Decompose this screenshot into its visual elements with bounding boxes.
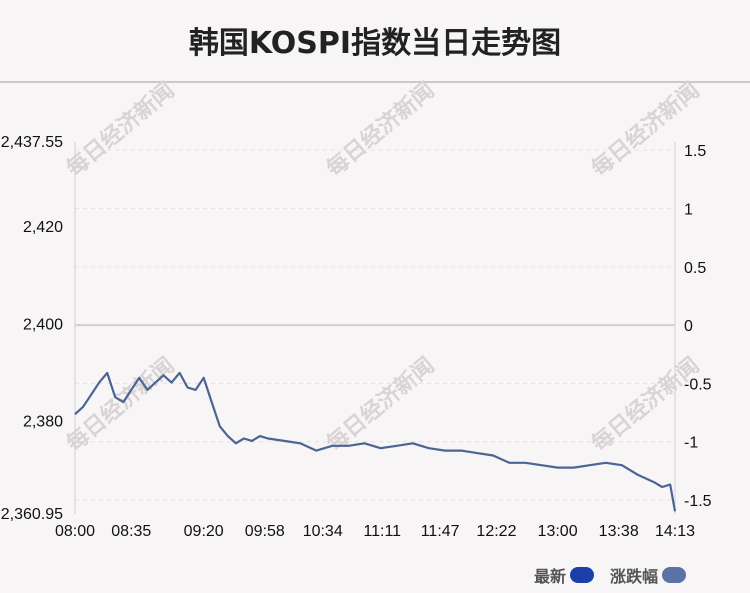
y-axis-right-ticks: -1.5 -1 -0.5 0 0.5 1 1.5 [684, 143, 712, 510]
watermark-text-2: 每日经济新闻 [587, 77, 705, 182]
x-tick-label: 09:20 [184, 523, 224, 540]
x-tick-label: 13:00 [538, 523, 578, 540]
x-axis-ticks: 08:00 08:35 09:20 09:58 10:34 11:11 11:47 12:22… [55, 523, 695, 540]
x-tick-label: 10:34 [303, 523, 343, 540]
watermark-text-1: 每日经济新闻 [322, 77, 440, 182]
title-divider [0, 81, 750, 83]
x-tick-label: 13:38 [599, 523, 639, 540]
x-tick-label: 11:47 [421, 523, 460, 540]
x-tick-label: 12:22 [476, 523, 516, 540]
axes [74, 142, 676, 514]
legend-swatch-latest [569, 567, 594, 583]
y-right-tick-label: 1.5 [684, 143, 706, 160]
y-left-tick-label: 2,380 [23, 413, 63, 430]
y-right-tick-label: -0.5 [684, 376, 712, 393]
y-right-tick-label: 0 [684, 318, 693, 335]
legend: 最新 涨跌幅 [518, 563, 686, 587]
watermark-text-0: 每日经济新闻 [62, 77, 180, 182]
x-tick-label: 14:13 [655, 523, 695, 540]
y-right-tick-label: -1.5 [684, 493, 712, 510]
chart-title: 韩国KOSPI指数当日走势图 [188, 26, 562, 61]
y-left-tick-label: 2,420 [23, 219, 63, 236]
y-axis-left-ticks: 2,360.95 2,380 2,400 2,420 2,437.55 [1, 134, 63, 523]
y-left-tick-label: 2,437.55 [1, 134, 63, 151]
legend-item-change[interactable]: 涨跌幅 [610, 563, 686, 587]
x-tick-label: 11:11 [363, 523, 401, 540]
legend-label-latest: 最新 [533, 567, 566, 586]
series-line-0 [74, 371, 677, 512]
watermark-text-3: 每日经济新闻 [62, 352, 180, 457]
y-left-tick-label: 2,400 [23, 316, 63, 333]
x-tick-label: 09:58 [245, 523, 285, 540]
legend-label-change: 涨跌幅 [609, 567, 658, 586]
grid-lines [75, 149, 675, 501]
x-tick-label: 08:35 [111, 523, 151, 540]
y-right-tick-label: -1 [684, 435, 698, 452]
legend-swatch-change [662, 567, 686, 583]
series-layer [74, 371, 677, 512]
y-right-tick-label: 0.5 [684, 260, 706, 277]
legend-item-latest[interactable]: 最新 [534, 563, 594, 587]
y-left-tick-label: 2,360.95 [1, 506, 63, 523]
x-tick-label: 08:00 [55, 523, 95, 540]
y-right-tick-label: 1 [684, 201, 693, 218]
